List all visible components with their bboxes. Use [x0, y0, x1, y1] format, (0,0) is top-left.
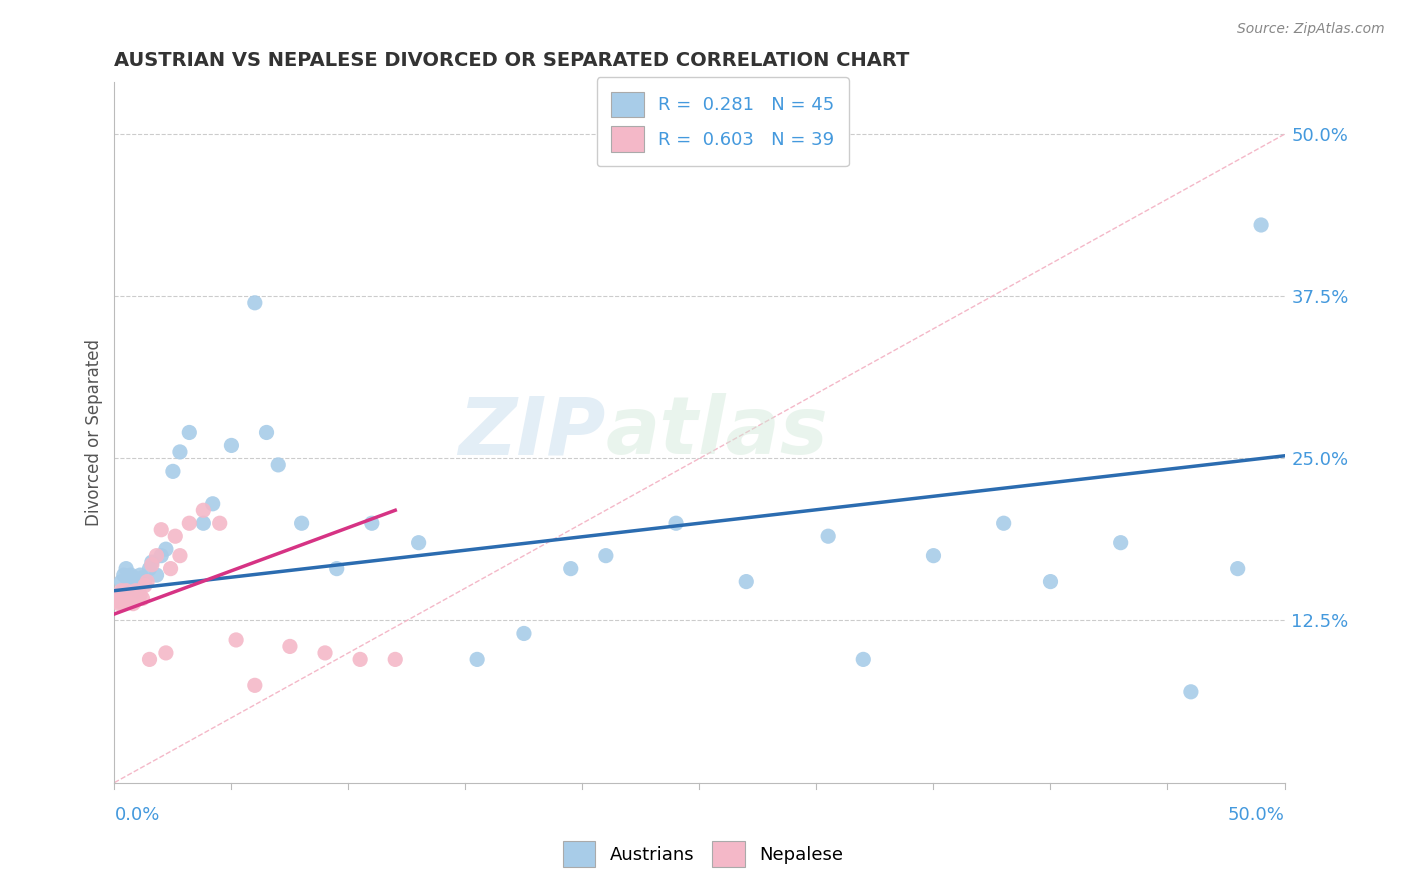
Point — [193, 516, 215, 531]
Point — [256, 425, 278, 440]
Point — [225, 632, 247, 647]
Point — [105, 594, 128, 608]
Y-axis label: Divorced or Separated: Divorced or Separated — [86, 339, 103, 526]
Point — [127, 591, 149, 606]
Point — [127, 583, 149, 598]
Point — [124, 594, 146, 608]
Point — [817, 529, 839, 543]
Point — [155, 542, 177, 557]
Point — [201, 497, 224, 511]
Point — [124, 583, 146, 598]
Point — [141, 555, 163, 569]
Point — [115, 583, 138, 598]
Point — [112, 597, 135, 611]
Point — [513, 626, 536, 640]
Text: AUSTRIAN VS NEPALESE DIVORCED OR SEPARATED CORRELATION CHART: AUSTRIAN VS NEPALESE DIVORCED OR SEPARAT… — [114, 51, 910, 70]
Point — [159, 561, 181, 575]
Point — [162, 464, 184, 478]
Point — [169, 445, 191, 459]
Point — [129, 568, 152, 582]
Point — [221, 438, 243, 452]
Point — [145, 549, 167, 563]
Point — [110, 583, 132, 598]
Point — [465, 652, 488, 666]
Point — [110, 574, 132, 589]
Point — [138, 652, 160, 666]
Point — [110, 591, 132, 606]
Point — [208, 516, 231, 531]
Point — [560, 561, 582, 575]
Point — [141, 558, 163, 572]
Legend: Austrians, Nepalese: Austrians, Nepalese — [555, 834, 851, 874]
Point — [145, 568, 167, 582]
Point — [129, 588, 152, 602]
Point — [349, 652, 371, 666]
Point — [150, 549, 173, 563]
Point — [852, 652, 875, 666]
Point — [1039, 574, 1062, 589]
Point — [179, 516, 201, 531]
Point — [131, 591, 153, 606]
Point — [108, 588, 131, 602]
Point — [384, 652, 406, 666]
Text: 0.0%: 0.0% — [114, 806, 160, 824]
Point — [165, 529, 187, 543]
Point — [314, 646, 336, 660]
Point — [120, 568, 142, 582]
Point — [993, 516, 1015, 531]
Point — [138, 561, 160, 575]
Point — [117, 574, 139, 589]
Point — [278, 640, 301, 654]
Point — [120, 594, 142, 608]
Point — [1226, 561, 1249, 575]
Point — [193, 503, 215, 517]
Point — [1180, 685, 1202, 699]
Point — [108, 597, 131, 611]
Point — [267, 458, 290, 472]
Text: ZIP: ZIP — [458, 393, 606, 472]
Point — [325, 561, 347, 575]
Point — [117, 594, 139, 608]
Point — [150, 523, 173, 537]
Point — [665, 516, 688, 531]
Point — [112, 588, 135, 602]
Point — [120, 588, 142, 602]
Point — [112, 568, 135, 582]
Point — [169, 549, 191, 563]
Point — [134, 574, 156, 589]
Point — [922, 549, 945, 563]
Point — [179, 425, 201, 440]
Point — [122, 591, 145, 606]
Point — [136, 574, 159, 589]
Point — [291, 516, 314, 531]
Point — [115, 581, 138, 595]
Point — [408, 535, 430, 549]
Point — [122, 597, 145, 611]
Point — [155, 646, 177, 660]
Legend: R =  0.281   N = 45, R =  0.603   N = 39: R = 0.281 N = 45, R = 0.603 N = 39 — [596, 78, 849, 167]
Point — [124, 578, 146, 592]
Point — [134, 578, 156, 592]
Point — [735, 574, 758, 589]
Text: atlas: atlas — [606, 393, 828, 472]
Point — [595, 549, 617, 563]
Point — [1109, 535, 1132, 549]
Point — [117, 588, 139, 602]
Point — [115, 594, 138, 608]
Point — [360, 516, 382, 531]
Point — [243, 295, 266, 310]
Point — [131, 571, 153, 585]
Point — [1250, 218, 1272, 232]
Point — [243, 678, 266, 692]
Text: 50.0%: 50.0% — [1227, 806, 1285, 824]
Point — [122, 571, 145, 585]
Text: Source: ZipAtlas.com: Source: ZipAtlas.com — [1237, 22, 1385, 37]
Point — [115, 561, 138, 575]
